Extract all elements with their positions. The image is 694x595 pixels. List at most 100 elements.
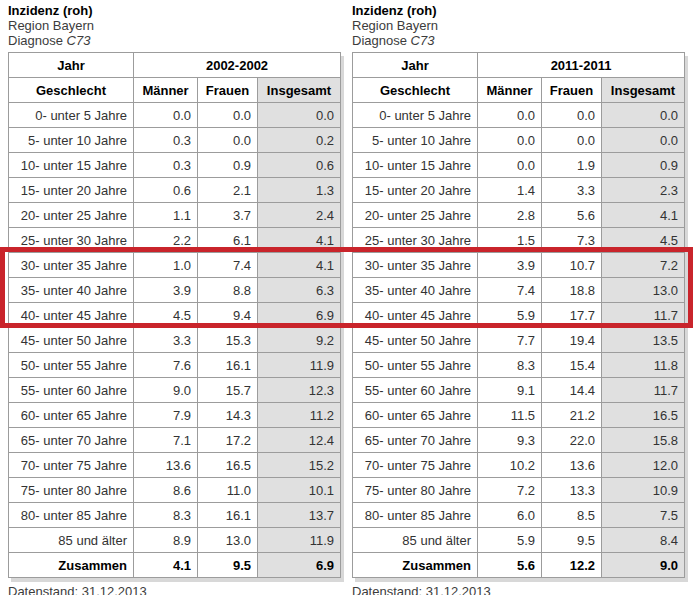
insgesamt-header: Insgesamt — [602, 78, 685, 103]
frauen-value: 6.1 — [198, 228, 258, 253]
maenner-value: 0.0 — [478, 128, 542, 153]
frauen-value: 14.3 — [198, 403, 258, 428]
frauen-value: 15.7 — [198, 378, 258, 403]
age-group-row: 45- unter 50 Jahre3.315.39.2 — [9, 328, 341, 353]
age-group-label: 80- unter 85 Jahre — [9, 503, 134, 528]
age-group-label: 35- unter 40 Jahre — [9, 278, 134, 303]
frauen-value: 18.8 — [542, 278, 602, 303]
age-group-row: 50- unter 55 Jahre7.616.111.9 — [9, 353, 341, 378]
maenner-header: Männer — [478, 78, 542, 103]
frauen-value: 16.1 — [198, 503, 258, 528]
column-header-row: Geschlecht Männer Frauen Insgesamt — [9, 78, 341, 103]
maenner-value: 0.3 — [134, 153, 198, 178]
frauen-value: 17.7 — [542, 303, 602, 328]
age-group-label: 0- unter 5 Jahre — [353, 103, 478, 128]
incidence-table-2002: Jahr 2002-2002 Geschlecht Männer Frauen … — [8, 52, 341, 578]
frauen-value: 10.7 — [542, 253, 602, 278]
age-group-label: 85 und älter — [353, 528, 478, 553]
age-group-row: 75- unter 80 Jahre8.611.010.1 — [9, 478, 341, 503]
age-group-row: 10- unter 15 Jahre0.30.90.6 — [9, 153, 341, 178]
frauen-value: 0.0 — [542, 128, 602, 153]
insgesamt-value: 11.2 — [258, 403, 341, 428]
insgesamt-value: 6.9 — [258, 553, 341, 578]
age-group-row: 55- unter 60 Jahre9.114.411.7 — [353, 378, 685, 403]
frauen-value: 17.2 — [198, 428, 258, 453]
age-group-row: 15- unter 20 Jahre1.43.32.3 — [353, 178, 685, 203]
insgesamt-value: 8.4 — [602, 528, 685, 553]
age-group-label: 25- unter 30 Jahre — [9, 228, 134, 253]
age-group-label: 40- unter 45 Jahre — [353, 303, 478, 328]
insgesamt-value: 7.2 — [602, 253, 685, 278]
age-group-row: 80- unter 85 Jahre6.08.57.5 — [353, 503, 685, 528]
age-group-label: 25- unter 30 Jahre — [353, 228, 478, 253]
maenner-value: 7.7 — [478, 328, 542, 353]
age-group-label: 45- unter 50 Jahre — [353, 328, 478, 353]
insgesamt-value: 6.9 — [258, 303, 341, 328]
age-group-label: 5- unter 10 Jahre — [9, 128, 134, 153]
frauen-value: 16.5 — [198, 453, 258, 478]
maenner-value: 1.1 — [134, 203, 198, 228]
maenner-value: 1.5 — [478, 228, 542, 253]
diagnose-prefix: Diagnose — [8, 33, 67, 48]
age-group-row: 50- unter 55 Jahre8.315.411.8 — [353, 353, 685, 378]
frauen-value: 21.2 — [542, 403, 602, 428]
age-group-row: 35- unter 40 Jahre7.418.813.0 — [353, 278, 685, 303]
year-header-row: Jahr 2011-2011 — [353, 53, 685, 78]
age-group-label: 20- unter 25 Jahre — [353, 203, 478, 228]
datenstand-note: Datenstand: 31.12.2013 — [8, 584, 340, 595]
maenner-value: 7.2 — [478, 478, 542, 503]
insgesamt-value: 11.8 — [602, 353, 685, 378]
insgesamt-value: 12.0 — [602, 453, 685, 478]
frauen-value: 8.8 — [198, 278, 258, 303]
frauen-value: 12.2 — [542, 553, 602, 578]
age-group-label: 80- unter 85 Jahre — [353, 503, 478, 528]
datenstand-note: Datenstand: 31.12.2013 — [352, 584, 684, 595]
geschlecht-header: Geschlecht — [353, 78, 478, 103]
insgesamt-value: 10.9 — [602, 478, 685, 503]
maenner-value: 2.2 — [134, 228, 198, 253]
geschlecht-header: Geschlecht — [9, 78, 134, 103]
insgesamt-value: 12.3 — [258, 378, 341, 403]
report-title: Inzidenz (roh) — [8, 3, 340, 18]
age-group-label: 85 und älter — [9, 528, 134, 553]
age-group-label: 5- unter 10 Jahre — [353, 128, 478, 153]
maenner-value: 8.6 — [134, 478, 198, 503]
year-header-row: Jahr 2002-2002 — [9, 53, 341, 78]
age-group-label: 15- unter 20 Jahre — [353, 178, 478, 203]
insgesamt-value: 4.1 — [258, 228, 341, 253]
insgesamt-value: 7.5 — [602, 503, 685, 528]
report-titles: Inzidenz (roh) Region Bayern Diagnose C7… — [352, 3, 684, 48]
age-group-row: 80- unter 85 Jahre8.316.113.7 — [9, 503, 341, 528]
maenner-value: 8.9 — [134, 528, 198, 553]
age-group-row: 65- unter 70 Jahre9.322.015.8 — [353, 428, 685, 453]
incidence-table-2011: Jahr 2011-2011 Geschlecht Männer Frauen … — [352, 52, 685, 578]
report-diagnose: Diagnose C73 — [352, 33, 684, 48]
column-header-row: Geschlecht Männer Frauen Insgesamt — [353, 78, 685, 103]
frauen-value: 0.0 — [542, 103, 602, 128]
maenner-value: 0.0 — [478, 103, 542, 128]
age-group-row: 20- unter 25 Jahre1.13.72.4 — [9, 203, 341, 228]
age-group-row: 85 und älter5.99.58.4 — [353, 528, 685, 553]
age-group-label: 75- unter 80 Jahre — [9, 478, 134, 503]
maenner-value: 6.0 — [478, 503, 542, 528]
total-row: Zusammen4.19.56.9 — [9, 553, 341, 578]
frauen-value: 3.7 — [198, 203, 258, 228]
frauen-value: 7.3 — [542, 228, 602, 253]
insgesamt-value: 4.5 — [602, 228, 685, 253]
frauen-value: 9.5 — [198, 553, 258, 578]
maenner-value: 9.1 — [478, 378, 542, 403]
report-region: Region Bayern — [8, 18, 340, 33]
age-group-label: 30- unter 35 Jahre — [353, 253, 478, 278]
report-diagnose: Diagnose C73 — [8, 33, 340, 48]
insgesamt-value: 0.6 — [258, 153, 341, 178]
frauen-header: Frauen — [198, 78, 258, 103]
age-group-label: 20- unter 25 Jahre — [9, 203, 134, 228]
maenner-value: 7.9 — [134, 403, 198, 428]
age-group-label: 60- unter 65 Jahre — [353, 403, 478, 428]
age-group-row: 60- unter 65 Jahre11.521.216.5 — [353, 403, 685, 428]
frauen-value: 9.4 — [198, 303, 258, 328]
age-group-row: 30- unter 35 Jahre1.07.44.1 — [9, 253, 341, 278]
maenner-value: 8.3 — [134, 503, 198, 528]
report-block-2011: Inzidenz (roh) Region Bayern Diagnose C7… — [352, 3, 684, 595]
insgesamt-value: 0.0 — [602, 128, 685, 153]
